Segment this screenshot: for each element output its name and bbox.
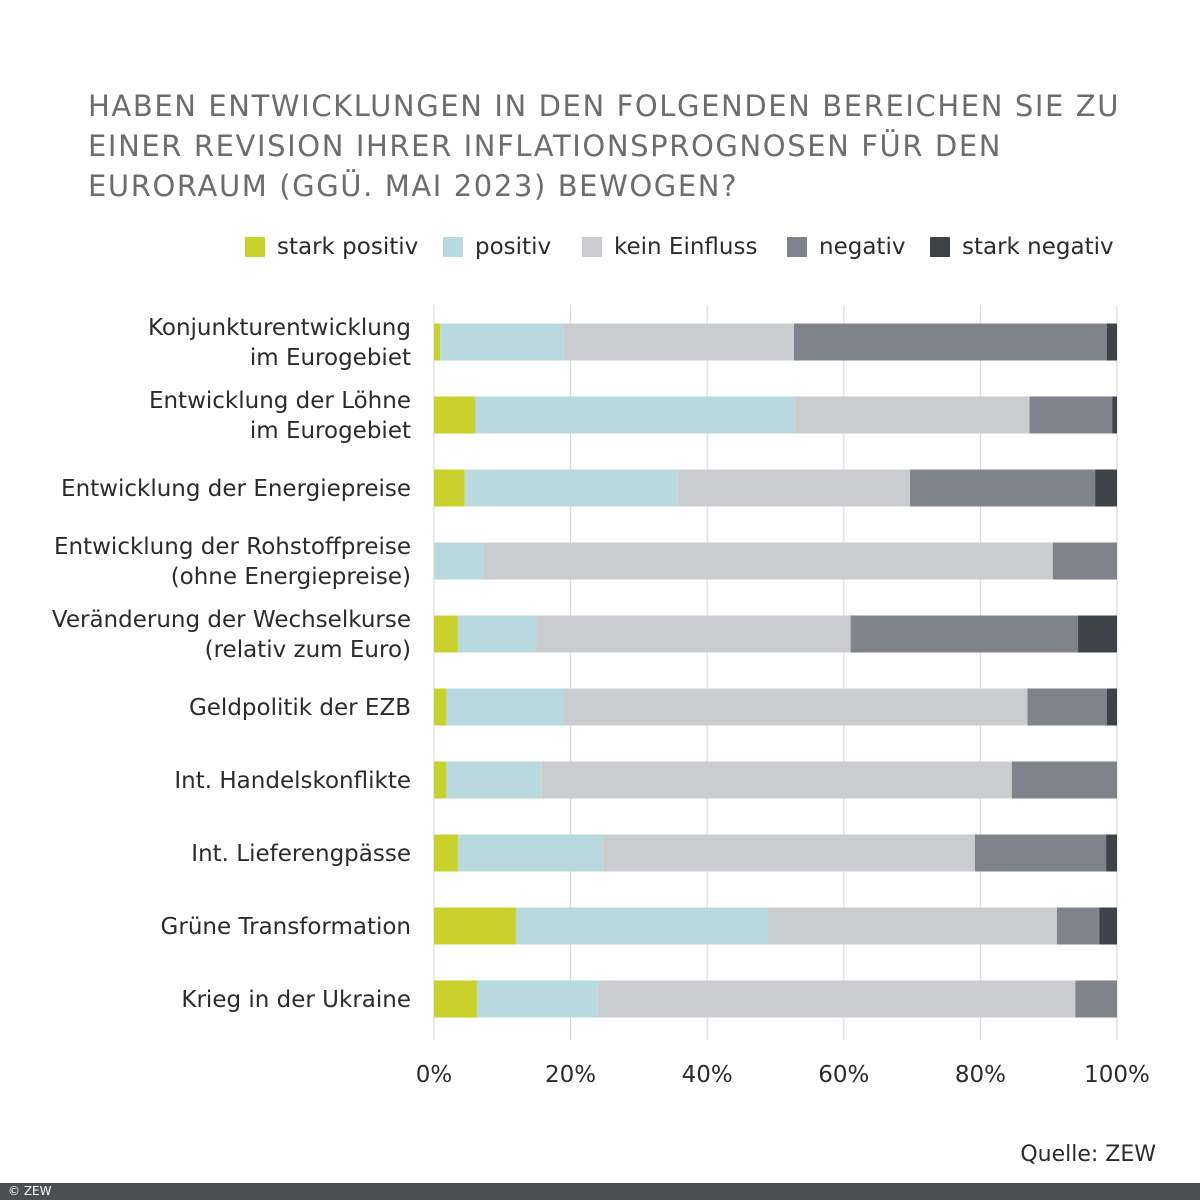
bar-segment-negativ [1029,396,1113,434]
legend-swatch [930,237,950,257]
bar-segment-positiv [474,396,795,434]
bar-segment-stark-positiv [434,615,458,653]
bar-segment-kein-Einfluss [597,980,1076,1018]
legend-item: stark negativ [930,232,1114,262]
category-label: Veränderung der Wechselkurse [52,607,411,633]
bar-segment-stark-negativ [1099,907,1117,945]
legend-item: stark positiv [245,232,418,262]
bar-segment-negativ [850,615,1079,653]
bar-segment-stark-negativ [1078,615,1117,653]
legend-item: kein Einfluss [582,232,757,262]
bar-segment-stark-positiv [434,396,475,434]
bar-segment-negativ [1056,907,1100,945]
bar-segment-positiv [434,542,484,580]
bar-segment-positiv [446,688,564,726]
category-label: im Eurogebiet [250,345,411,371]
legend-label: positiv [475,234,552,260]
bar-segment-kein-Einfluss [602,834,975,872]
bar-segment-stark-positiv [434,688,447,726]
category-label: Krieg in der Ukraine [181,987,411,1013]
source-note: Quelle: ZEW [1020,1142,1156,1167]
legend-swatch [443,237,463,257]
bar-segment-kein-Einfluss [563,688,1028,726]
category-label: Int. Lieferengpässe [191,841,411,867]
bar-segment-negativ [910,469,1096,507]
legend-label: stark positiv [277,234,419,260]
stacked-bar-chart: 0% 20% 40% 60% 80% 100% Konjunkturentwicklung i… [52,305,1150,1088]
bar-segment-kein-Einfluss [483,542,1053,580]
legend-label: kein Einfluss [614,234,758,260]
chart-title: Haben Entwicklungen in den folgenden Ber… [88,89,1121,203]
bar-segment-stark-negativ [1106,834,1117,872]
bar-segment-stark-positiv [434,980,478,1018]
bar-segment-stark-negativ [1095,469,1117,507]
legend-label: negativ [819,234,906,260]
bar-segment-kein-Einfluss [563,323,794,361]
legend-label: stark negativ [962,234,1114,260]
bar-segment-kein-Einfluss [677,469,911,507]
bar-segment-stark-positiv [434,834,458,872]
bar-segment-kein-Einfluss [767,907,1057,945]
legend-swatch [787,237,807,257]
legend-swatch [582,237,602,257]
bar-segment-kein-Einfluss [541,761,1012,799]
bar-segment-positiv [515,907,768,945]
category-label: Grüne Transformation [161,914,411,940]
bar-segment-stark-positiv [434,907,516,945]
legend: stark positiv positiv kein Einfluss negativ… [0,232,1200,262]
legend-swatch [245,237,265,257]
x-tick-label: 0% [416,1062,453,1088]
legend-item: positiv [443,232,551,262]
bar-segment-negativ [1075,980,1117,1018]
x-tick-label: 60% [818,1062,869,1088]
bar-segment-kein-Einfluss [794,396,1030,434]
category-label: Geldpolitik der EZB [189,695,411,721]
x-tick-label: 100% [1084,1062,1150,1088]
category-label: (ohne Energiepreise) [171,564,411,590]
bar-segment-positiv [457,834,603,872]
bar-segment-negativ [1027,688,1107,726]
category-label: Entwicklung der Rohstoffpreise [54,534,411,560]
x-tick-label: 80% [955,1062,1006,1088]
x-tick-label: 40% [682,1062,733,1088]
bar-segment-negativ [793,323,1107,361]
bar-segment-stark-positiv [434,323,441,361]
bar-segment-positiv [446,761,542,799]
category-label: Entwicklung der Löhne [149,388,411,414]
category-label: Entwicklung der Energiepreise [61,476,411,502]
x-tick-label: 20% [545,1062,596,1088]
bar-segment-positiv [464,469,678,507]
bar-segment-stark-positiv [434,469,465,507]
legend-item: negativ [787,232,905,262]
bar-segment-negativ [974,834,1107,872]
bar-segment-kein-Einfluss [536,615,851,653]
bar-segment-stark-negativ [1106,323,1117,361]
category-label: im Eurogebiet [250,418,411,444]
bar-segment-stark-negativ [1106,688,1117,726]
bar-segment-positiv [457,615,537,653]
bar-segment-negativ [1052,542,1117,580]
bar-segment-stark-positiv [434,761,447,799]
category-label: Konjunkturentwicklung [148,315,411,341]
bar-segment-stark-negativ [1112,396,1117,434]
bar-segment-positiv [440,323,564,361]
category-label: (relativ zum Euro) [205,637,411,663]
bar-segment-negativ [1011,761,1117,799]
copyright-footer: © ZEW [0,1183,1200,1200]
bar-segment-positiv [477,980,598,1018]
category-label: Int. Handelskonflikte [174,768,411,794]
